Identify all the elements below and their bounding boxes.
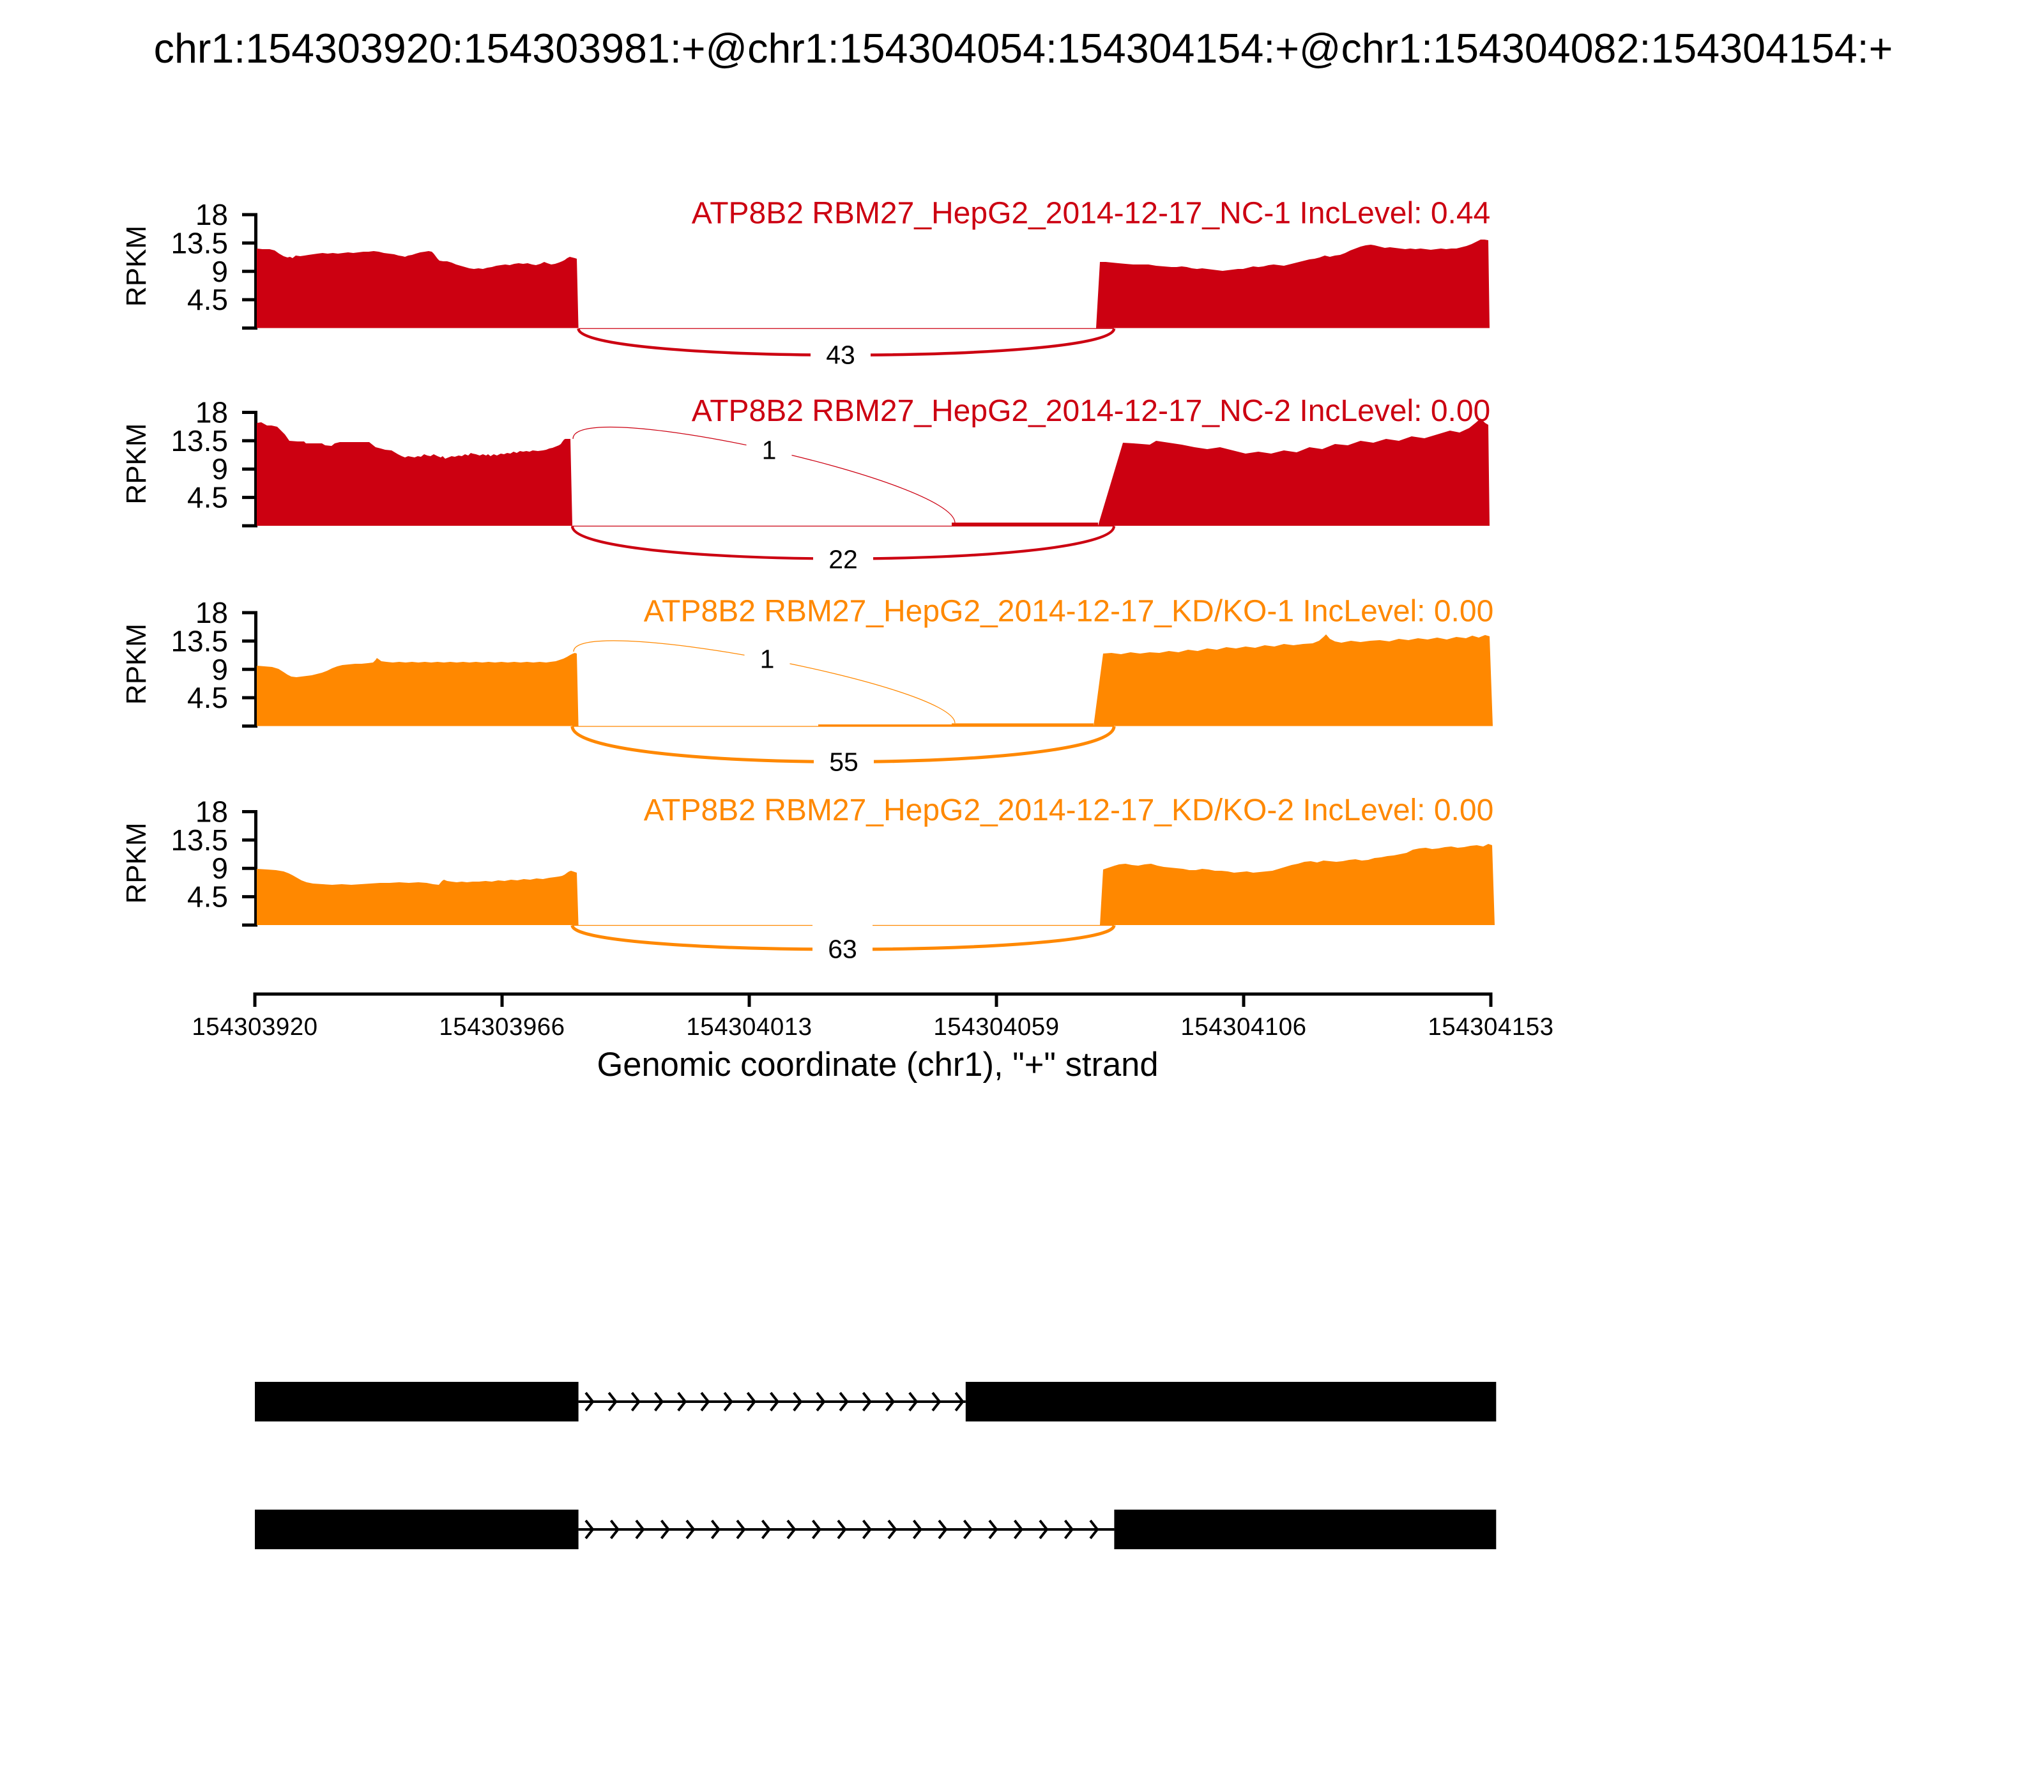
svg-text:18: 18 — [195, 596, 228, 629]
svg-text:ATP8B2 RBM27_HepG2_2014-12-17_: ATP8B2 RBM27_HepG2_2014-12-17_NC-2 IncLe… — [692, 394, 1491, 428]
svg-text:1: 1 — [760, 645, 775, 674]
svg-text:9: 9 — [211, 255, 228, 288]
svg-text:13.5: 13.5 — [171, 823, 228, 857]
svg-text:18: 18 — [195, 795, 228, 829]
svg-text:55: 55 — [829, 747, 858, 777]
svg-text:63: 63 — [828, 935, 857, 964]
svg-text:RPKM: RPKM — [121, 423, 152, 504]
svg-text:13.5: 13.5 — [171, 226, 228, 259]
svg-text:18: 18 — [195, 396, 228, 429]
svg-text:154304013: 154304013 — [686, 1013, 812, 1041]
svg-text:chr1:154303920:154303981:+@chr: chr1:154303920:154303981:+@chr1:15430405… — [154, 26, 1893, 72]
svg-text:154303920: 154303920 — [192, 1013, 317, 1041]
svg-text:4.5: 4.5 — [187, 481, 228, 514]
svg-text:13.5: 13.5 — [171, 624, 228, 657]
svg-text:ATP8B2 RBM27_HepG2_2014-12-17_: ATP8B2 RBM27_HepG2_2014-12-17_KD/KO-1 In… — [644, 595, 1494, 629]
svg-text:154304153: 154304153 — [1428, 1013, 1553, 1041]
svg-text:RPKM: RPKM — [121, 624, 152, 705]
svg-text:154303966: 154303966 — [439, 1013, 565, 1041]
svg-text:Genomic coordinate (chr1), "+": Genomic coordinate (chr1), "+" strand — [597, 1046, 1158, 1084]
svg-text:13.5: 13.5 — [171, 424, 228, 457]
svg-text:RPKM: RPKM — [121, 226, 152, 307]
svg-text:9: 9 — [211, 653, 228, 686]
svg-text:ATP8B2 RBM27_HepG2_2014-12-17_: ATP8B2 RBM27_HepG2_2014-12-17_KD/KO-2 In… — [644, 793, 1494, 827]
svg-text:1: 1 — [762, 436, 777, 465]
svg-text:4.5: 4.5 — [187, 681, 228, 714]
svg-text:4.5: 4.5 — [187, 880, 228, 914]
svg-text:43: 43 — [826, 341, 855, 370]
svg-text:ATP8B2 RBM27_HepG2_2014-12-17_: ATP8B2 RBM27_HepG2_2014-12-17_NC-1 IncLe… — [692, 197, 1491, 231]
svg-text:154304059: 154304059 — [933, 1013, 1059, 1041]
svg-text:RPKM: RPKM — [121, 822, 152, 903]
svg-text:154304106: 154304106 — [1180, 1013, 1306, 1041]
svg-text:4.5: 4.5 — [187, 283, 228, 316]
svg-text:22: 22 — [828, 545, 858, 574]
svg-text:9: 9 — [211, 452, 228, 486]
svg-text:18: 18 — [195, 198, 228, 231]
svg-text:9: 9 — [211, 852, 228, 885]
